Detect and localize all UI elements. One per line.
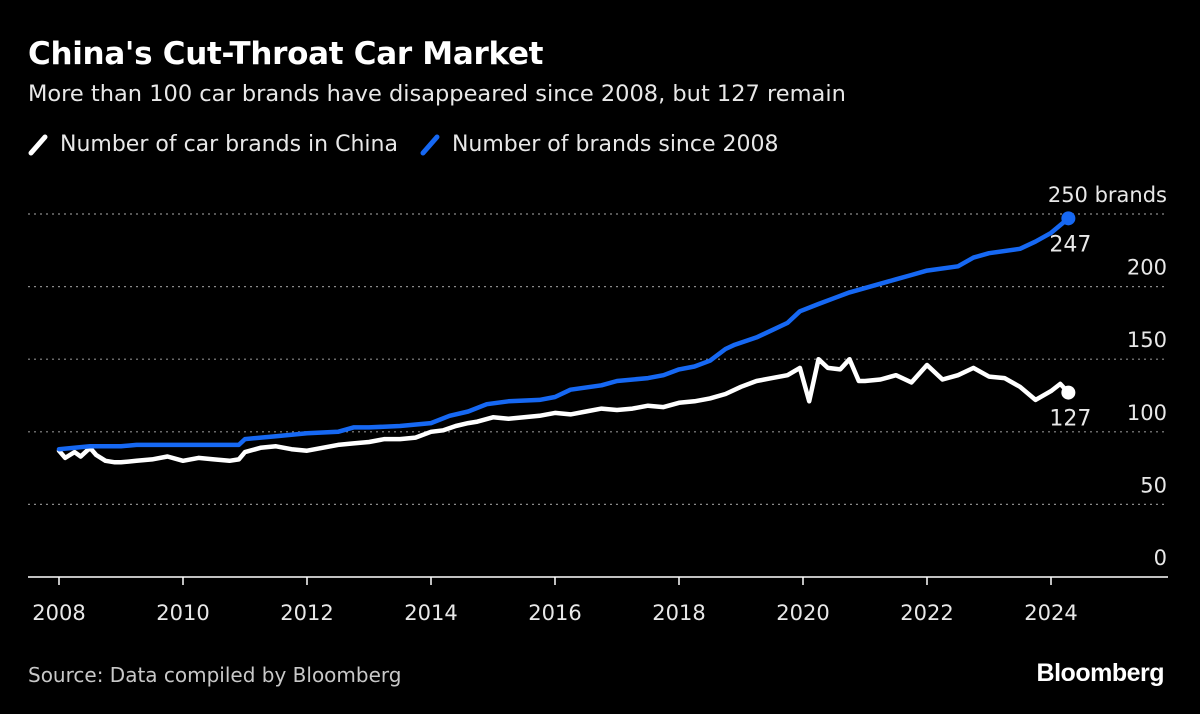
x-tick-label: 2016 (528, 601, 581, 625)
chart-subtitle: More than 100 car brands have disappeare… (28, 81, 846, 107)
bloomberg-logo: Bloomberg (1036, 659, 1165, 687)
legend-label-china-brands: Number of car brands in China (60, 132, 398, 157)
x-tick-label: 2014 (404, 601, 457, 625)
series-line-1 (56, 216, 1071, 452)
source-note: Source: Data compiled by Bloomberg (28, 663, 402, 687)
legend-item-since-2008: Number of brands since 2008 (420, 131, 779, 159)
y-tick-label: 50 (1140, 473, 1167, 497)
chart-title: China's Cut-Throat Car Market (28, 36, 544, 72)
legend-swatch-blue (420, 134, 440, 156)
legend-item-china-brands: Number of car brands in China (28, 131, 398, 159)
x-tick-label: 2018 (652, 601, 705, 625)
x-tick-label: 2008 (32, 601, 85, 625)
x-tick-label: 2022 (900, 601, 953, 625)
x-tick-label: 2024 (1024, 601, 1077, 625)
series-line-0 (56, 356, 1071, 465)
y-axis-ticks: 0 50 100 150 200 250 brands (1048, 183, 1167, 570)
end-markers: 127 247 (1049, 211, 1091, 432)
gridlines (28, 213, 1168, 505)
series-lines (56, 216, 1071, 465)
x-axis-ticks: 2008 2010 2012 2014 2016 2018 2020 2022 2024 (32, 577, 1078, 625)
end-point-0 (1061, 385, 1076, 400)
x-tick-label: 2010 (156, 601, 209, 625)
end-value-label-1: 247 (1049, 232, 1091, 257)
end-point-1 (1061, 211, 1076, 226)
legend-label-since-2008: Number of brands since 2008 (451, 132, 779, 157)
y-tick-label: 100 (1127, 401, 1167, 425)
legend: Number of car brands in China Number of … (28, 131, 801, 159)
y-tick-label: 150 (1127, 328, 1167, 352)
y-tick-label: 250 brands (1048, 183, 1167, 207)
legend-swatch-white (28, 134, 48, 156)
x-tick-label: 2020 (776, 601, 829, 625)
end-value-label-0: 127 (1049, 407, 1091, 432)
y-tick-label: 0 (1154, 546, 1167, 570)
y-tick-label: 200 (1127, 256, 1167, 280)
x-tick-label: 2012 (280, 601, 333, 625)
